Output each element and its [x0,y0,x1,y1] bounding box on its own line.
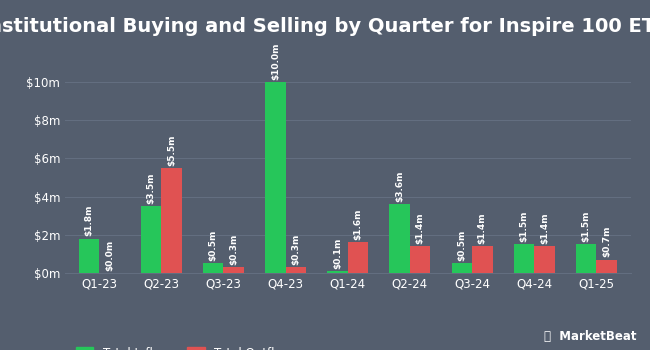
Text: $10.0m: $10.0m [271,42,280,80]
Text: $1.5m: $1.5m [519,211,528,242]
Legend: Total Inflows, Total Outflows: Total Inflows, Total Outflows [71,342,303,350]
Text: $0.7m: $0.7m [602,226,611,257]
Bar [576,244,596,273]
Bar [285,267,306,273]
Bar [265,82,285,273]
Bar [534,246,554,273]
Text: $0.5m: $0.5m [458,230,466,261]
Bar [348,243,369,273]
Text: $0.3m: $0.3m [229,233,238,265]
Bar [79,239,99,273]
Text: $1.6m: $1.6m [354,209,363,240]
Text: $1.4m: $1.4m [540,212,549,244]
Bar [452,264,472,273]
Text: $3.5m: $3.5m [146,173,155,204]
Text: $1.4m: $1.4m [415,212,424,244]
Bar [596,260,617,273]
Text: Institutional Buying and Selling by Quarter for Inspire 100 ETF: Institutional Buying and Selling by Quar… [0,18,650,36]
Bar [410,246,430,273]
Text: $0.3m: $0.3m [291,233,300,265]
Text: $3.6m: $3.6m [395,170,404,202]
Bar [161,168,182,273]
Text: $1.5m: $1.5m [582,211,591,242]
Text: $1.4m: $1.4m [478,212,487,244]
Bar [141,206,161,273]
Bar [327,271,348,273]
Bar [389,204,410,273]
Text: ⾊  MarketBeat: ⾊ MarketBeat [545,330,637,343]
Text: $0.5m: $0.5m [209,230,218,261]
Bar [472,246,493,273]
Text: $1.8m: $1.8m [84,205,94,236]
Bar [224,267,244,273]
Bar [514,244,534,273]
Text: $0.1m: $0.1m [333,237,342,269]
Bar [203,264,224,273]
Text: $5.5m: $5.5m [167,134,176,166]
Text: $0.0m: $0.0m [105,239,114,271]
